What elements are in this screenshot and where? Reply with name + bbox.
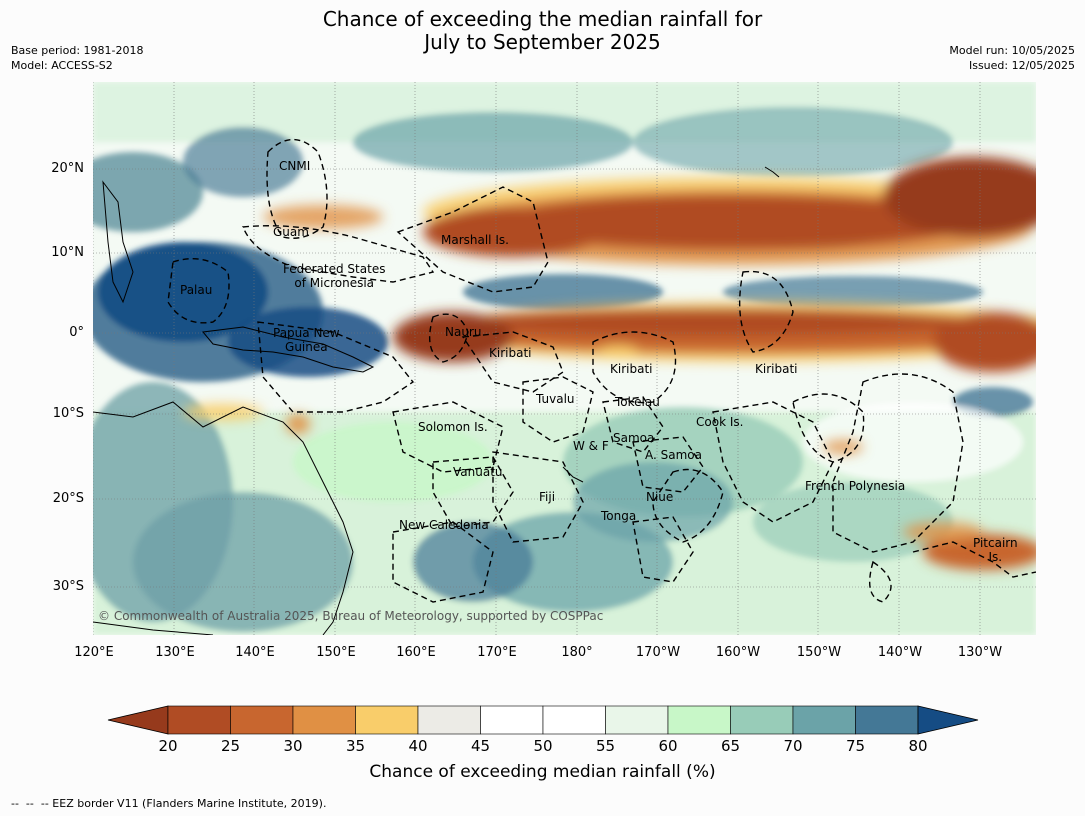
colorbar-tick-label: 50 xyxy=(533,737,553,755)
title-line-2: July to September 2025 xyxy=(424,30,661,54)
region-label-tokelau: Tokelau xyxy=(615,395,660,409)
region-label-pitcairn-line2: Is. xyxy=(988,550,1003,564)
lat-label-30s: 30°S xyxy=(52,579,84,594)
region-label-solomon: Solomon Is. xyxy=(418,420,488,434)
lat-label-20s: 20°S xyxy=(52,491,84,506)
region-label-kiribati-east: Kiribati xyxy=(755,362,798,376)
colorbar xyxy=(107,705,979,735)
region-label-nauru: Nauru xyxy=(445,325,482,339)
region-label-png-line1: Papua New xyxy=(273,326,340,340)
region-label-niue: Niue xyxy=(646,490,674,504)
colorbar-segment xyxy=(730,705,794,735)
colorbar-segment xyxy=(605,705,669,735)
region-label-palau: Palau xyxy=(180,283,213,297)
region-label-cook: Cook Is. xyxy=(696,415,744,429)
colorbar-segment xyxy=(792,705,856,735)
colorbar-tick-label: 20 xyxy=(158,737,178,755)
lon-label-130e: 130°E xyxy=(155,645,195,660)
lon-label-140e: 140°E xyxy=(235,645,275,660)
colorbar-segment xyxy=(292,705,356,735)
region-label-asamoa: A. Samoa xyxy=(645,448,702,462)
colorbar-extend-low xyxy=(107,705,169,735)
colorbar-tick-label: 60 xyxy=(658,737,678,755)
lon-label-120e: 120°E xyxy=(74,645,114,660)
colorbar-segment xyxy=(417,705,481,735)
colorbar-tick-label: 25 xyxy=(220,737,241,755)
colorbar-tick-label: 65 xyxy=(720,737,741,755)
issued-text: Issued: 12/05/2025 xyxy=(968,59,1075,72)
region-label-kiribati-west: Kiribati xyxy=(489,346,532,360)
wet-anomaly-fields xyxy=(93,82,1036,635)
region-label-tuvalu: Tuvalu xyxy=(536,392,575,406)
region-label-vanuatu: Vanuatu xyxy=(453,465,503,479)
region-label-fsm-line2: of Micronesia xyxy=(294,276,375,290)
colorbar-extend-high xyxy=(917,705,979,735)
region-label-fsm: Federated States of Micronesia xyxy=(283,262,385,290)
rainfall-map: CNMI Guam Marshall Is. Federated States … xyxy=(93,82,1036,635)
region-label-marshall: Marshall Is. xyxy=(441,233,509,247)
colorbar-segment xyxy=(355,705,419,735)
colorbar-tick-label: 30 xyxy=(283,737,303,755)
colorbar-segments xyxy=(107,705,979,735)
lon-label-140w: 140°W xyxy=(877,645,923,660)
colorbar-segment xyxy=(167,705,231,735)
region-label-fiji: Fiji xyxy=(539,490,556,504)
colorbar-tick-label: 35 xyxy=(345,737,366,755)
colorbar-tick-label: 55 xyxy=(595,737,616,755)
region-label-png-line2: Guinea xyxy=(285,340,328,354)
base-period-text: Base period: 1981-2018 xyxy=(11,44,144,57)
map-canvas xyxy=(93,82,1036,635)
footnote: -- -- -- EEZ border V11 (Flanders Marine… xyxy=(11,797,327,810)
colorbar-segment xyxy=(855,705,919,735)
lon-label-150e: 150°E xyxy=(316,645,356,660)
lon-label-170e: 170°E xyxy=(477,645,517,660)
lon-label-180: 180° xyxy=(561,645,593,660)
eez-borders xyxy=(167,138,1036,603)
chart-title: Chance of exceeding the median rainfall … xyxy=(0,8,1085,54)
lat-label-10s: 10°S xyxy=(52,406,84,421)
lon-label-170w: 170°W xyxy=(635,645,681,660)
lon-label-160w: 160°W xyxy=(715,645,761,660)
colorbar-tick-label: 40 xyxy=(408,737,428,755)
copyright-text: © Commonwealth of Australia 2025, Bureau… xyxy=(98,609,604,623)
region-label-samoa: Samoa xyxy=(613,431,655,445)
colorbar-title: Chance of exceeding median rainfall (%) xyxy=(369,762,716,782)
region-label-png: Papua New Guinea xyxy=(273,326,340,354)
title-line-1: Chance of exceeding the median rainfall … xyxy=(322,7,763,31)
colorbar-tick-label: 80 xyxy=(908,737,928,755)
region-label-guam: Guam xyxy=(273,225,309,239)
colorbar-tick-label: 75 xyxy=(845,737,866,755)
colorbar-segment xyxy=(667,705,731,735)
region-label-wf: W & F xyxy=(573,439,609,453)
coastlines xyxy=(93,166,780,635)
lat-label-0: 0° xyxy=(69,325,84,340)
model-run-text: Model run: 10/05/2025 xyxy=(949,44,1075,57)
colorbar-segment xyxy=(230,705,294,735)
meta-left: Base period: 1981-2018 Model: ACCESS-S2 xyxy=(11,43,143,73)
colorbar-tick-label: 45 xyxy=(470,737,491,755)
lat-label-10n: 10°N xyxy=(51,245,84,260)
region-label-new-caledonia: New Caledonia xyxy=(399,518,489,532)
graticule xyxy=(93,82,1036,635)
colorbar-segment xyxy=(480,705,544,735)
region-label-fsm-line1: Federated States xyxy=(283,262,386,276)
region-label-tonga: Tonga xyxy=(601,509,637,523)
region-label-french-polynesia: French Polynesia xyxy=(805,479,906,493)
region-label-pitcairn: Pitcairn Is. xyxy=(973,536,1018,564)
lon-label-130w: 130°W xyxy=(957,645,1003,660)
dry-anomaly-fields xyxy=(183,157,1036,570)
region-label-cnmi: CNMI xyxy=(279,159,311,173)
meta-right: Model run: 10/05/2025 Issued: 12/05/2025 xyxy=(949,43,1075,73)
model-text: Model: ACCESS-S2 xyxy=(11,59,113,72)
region-label-kiribati-central: Kiribati xyxy=(610,362,653,376)
lon-label-150w: 150°W xyxy=(796,645,842,660)
lon-label-160e: 160°E xyxy=(396,645,436,660)
lat-label-20n: 20°N xyxy=(51,161,84,176)
colorbar-tick-label: 70 xyxy=(783,737,803,755)
region-label-pitcairn-line1: Pitcairn xyxy=(973,536,1018,550)
colorbar-segment xyxy=(542,705,606,735)
